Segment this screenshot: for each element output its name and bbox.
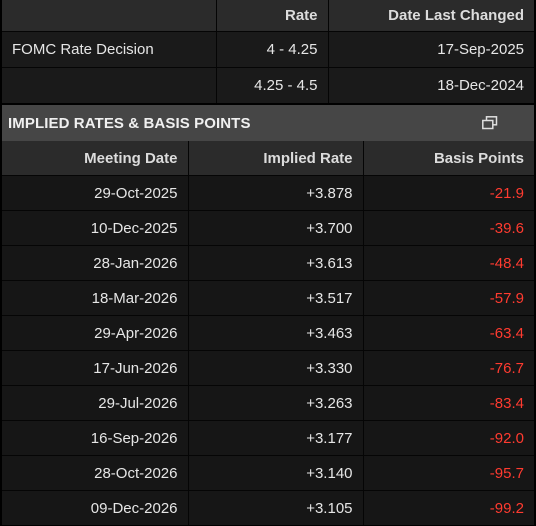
meeting-date-cell: 18-Mar-2026: [2, 280, 189, 316]
table-row: 28-Oct-2026 +3.140 -95.7: [2, 455, 534, 491]
basis-points-cell: -39.6: [363, 210, 534, 246]
meeting-date-cell: 29-Apr-2026: [2, 315, 189, 351]
table-row: 29-Oct-2025 +3.878 -21.9: [2, 175, 534, 211]
table-row: 10-Dec-2025 +3.700 -39.6: [2, 210, 534, 246]
table-row: 17-Jun-2026 +3.330 -76.7: [2, 350, 534, 386]
table-row: 28-Jan-2026 +3.613 -48.4: [2, 245, 534, 281]
rates-row-rate: 4 - 4.25: [216, 31, 329, 68]
implied-rate-cell: +3.878: [188, 175, 364, 211]
meeting-date-cell: 16-Sep-2026: [2, 420, 189, 456]
rates-row: 4.25 - 4.5 18-Dec-2024: [2, 67, 534, 103]
implied-rate-cell: +3.105: [188, 490, 364, 525]
implied-rate-cell: +3.613: [188, 245, 364, 281]
basis-points-cell: -83.4: [363, 385, 534, 421]
basis-points-cell: -76.7: [363, 350, 534, 386]
implied-rates-table: Meeting Date Implied Rate Basis Points 2…: [2, 141, 534, 525]
basis-points-cell: -95.7: [363, 455, 534, 491]
rates-header-rate[interactable]: Rate: [216, 0, 329, 32]
meeting-date-cell: 10-Dec-2025: [2, 210, 189, 246]
implied-rate-cell: +3.330: [188, 350, 364, 386]
basis-points-cell: -21.9: [363, 175, 534, 211]
rates-row-label: [2, 67, 217, 103]
meeting-date-cell: 09-Dec-2026: [2, 490, 189, 525]
header-meeting-date[interactable]: Meeting Date: [2, 141, 189, 176]
implied-header-row: Meeting Date Implied Rate Basis Points: [2, 141, 534, 176]
basis-points-cell: -63.4: [363, 315, 534, 351]
meeting-date-cell: 28-Jan-2026: [2, 245, 189, 281]
basis-points-cell: -48.4: [363, 245, 534, 281]
table-row: 29-Apr-2026 +3.463 -63.4: [2, 315, 534, 351]
basis-points-cell: -99.2: [363, 490, 534, 525]
basis-points-cell: -92.0: [363, 420, 534, 456]
implied-rates-section-header: IMPLIED RATES & BASIS POINTS: [2, 104, 534, 141]
header-implied-rate[interactable]: Implied Rate: [188, 141, 364, 176]
implied-rate-cell: +3.700: [188, 210, 364, 246]
table-row: 18-Mar-2026 +3.517 -57.9: [2, 280, 534, 316]
meeting-date-cell: 28-Oct-2026: [2, 455, 189, 491]
meeting-date-cell: 29-Oct-2025: [2, 175, 189, 211]
table-row: 29-Jul-2026 +3.263 -83.4: [2, 385, 534, 421]
rates-row-date: 18-Dec-2024: [328, 67, 534, 103]
implied-rate-cell: +3.517: [188, 280, 364, 316]
table-row: 16-Sep-2026 +3.177 -92.0: [2, 420, 534, 456]
rates-header-date-changed[interactable]: Date Last Changed: [328, 0, 534, 32]
fomc-rates-table: Rate Date Last Changed FOMC Rate Decisio…: [2, 0, 534, 103]
rates-header-row: Rate Date Last Changed: [2, 0, 534, 32]
rates-row: FOMC Rate Decision 4 - 4.25 17-Sep-2025: [2, 31, 534, 68]
meeting-date-cell: 29-Jul-2026: [2, 385, 189, 421]
basis-points-cell: -57.9: [363, 280, 534, 316]
table-row: 09-Dec-2026 +3.105 -99.2: [2, 490, 534, 525]
implied-rate-cell: +3.463: [188, 315, 364, 351]
implied-rate-cell: +3.177: [188, 420, 364, 456]
implied-rate-cell: +3.140: [188, 455, 364, 491]
rates-row-date: 17-Sep-2025: [328, 31, 534, 68]
rates-row-label: FOMC Rate Decision: [2, 31, 217, 68]
header-basis-points[interactable]: Basis Points: [363, 141, 534, 176]
section-title: IMPLIED RATES & BASIS POINTS: [8, 114, 251, 132]
rates-row-rate: 4.25 - 4.5: [216, 67, 329, 103]
implied-rate-cell: +3.263: [188, 385, 364, 421]
rates-header-blank: [2, 0, 217, 32]
popout-icon[interactable]: [473, 111, 507, 135]
meeting-date-cell: 17-Jun-2026: [2, 350, 189, 386]
